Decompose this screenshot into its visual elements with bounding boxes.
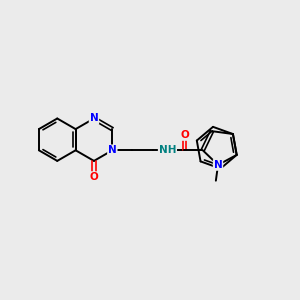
- Text: N: N: [214, 160, 222, 170]
- Text: O: O: [90, 172, 98, 182]
- Text: O: O: [180, 130, 189, 140]
- Text: N: N: [90, 113, 98, 124]
- Text: NH: NH: [159, 145, 176, 155]
- Text: N: N: [108, 145, 117, 155]
